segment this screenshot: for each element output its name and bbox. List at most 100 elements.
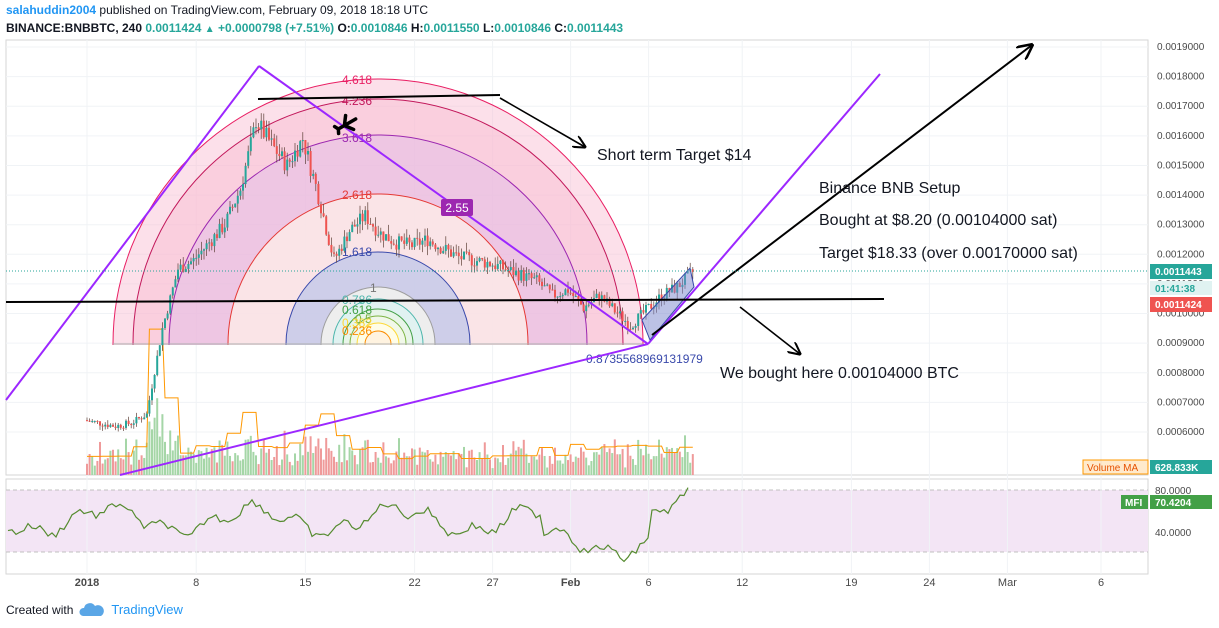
candle-body xyxy=(559,296,562,298)
price-chart[interactable]: 4.618 4.236 3.618 2.618 1.618 1 0.786 0.… xyxy=(0,0,1219,600)
candle-body xyxy=(247,151,250,166)
volume-bar xyxy=(504,464,507,475)
volume-bars xyxy=(86,398,694,475)
candle-body xyxy=(437,247,439,250)
candle-body xyxy=(444,244,447,251)
candle-body xyxy=(327,234,330,245)
volume-bar xyxy=(457,453,460,475)
volume-bar xyxy=(434,454,437,475)
volume-bar xyxy=(275,446,278,475)
volume-bar xyxy=(639,448,642,475)
volume-bar xyxy=(660,453,663,475)
candle-body xyxy=(509,267,512,270)
price-tick: 0.0008000 xyxy=(1157,368,1205,379)
price-change: +0.0000798 (+7.51%) xyxy=(218,21,335,35)
volume-bar xyxy=(590,461,593,475)
candle-body xyxy=(101,425,104,427)
volume-bar xyxy=(403,452,406,475)
candle-body xyxy=(598,293,601,301)
volume-bar xyxy=(335,461,338,475)
volume-bar xyxy=(260,448,263,475)
candle-body xyxy=(385,234,387,241)
volume-bar xyxy=(369,462,372,475)
candle-body xyxy=(554,289,556,298)
volume-bar xyxy=(543,455,546,475)
volume-bar xyxy=(296,460,299,475)
volume-bar xyxy=(637,439,640,475)
time-tick: 8 xyxy=(193,577,199,589)
candle-body xyxy=(361,213,364,222)
candle-body xyxy=(611,303,614,307)
volume-bar xyxy=(671,447,673,475)
volume-bar xyxy=(632,459,634,475)
candle-body xyxy=(637,313,640,327)
tradingview-link[interactable]: TradingView xyxy=(111,602,183,617)
volume-bar xyxy=(405,456,408,475)
candle-body xyxy=(356,224,359,227)
candle-body xyxy=(158,345,161,356)
volume-bar xyxy=(621,448,624,475)
candle-body xyxy=(125,420,127,428)
volume-bar xyxy=(177,435,179,475)
mfi-label: MFI xyxy=(1125,498,1142,509)
volume-bar xyxy=(530,456,533,475)
price-tick: 0.0014000 xyxy=(1157,190,1205,201)
volume-bar xyxy=(379,462,382,475)
volume-bar xyxy=(156,398,159,475)
candle-body xyxy=(288,159,291,162)
volume-bar xyxy=(348,447,351,475)
fib-label-1618: 1.618 xyxy=(342,245,372,259)
candle-body xyxy=(647,303,650,305)
candle-body xyxy=(109,424,112,428)
candle-body xyxy=(483,259,486,268)
candle-body xyxy=(93,420,96,422)
candle-body xyxy=(548,284,551,290)
volume-bar xyxy=(361,447,364,475)
volume-bar xyxy=(481,457,484,475)
bought-at-text: Bought at $8.20 (0.00104000 sat) xyxy=(819,212,1057,229)
candle-body xyxy=(632,327,634,330)
volume-bar xyxy=(242,459,244,475)
candle-body xyxy=(608,298,611,307)
candle-body xyxy=(351,224,354,233)
volume-bar xyxy=(330,450,333,475)
candle-body xyxy=(624,320,627,322)
volume-bar xyxy=(125,438,127,475)
close-value: 0.0011443 xyxy=(567,21,624,35)
candle-body xyxy=(119,424,122,428)
author-link[interactable]: salahuddin2004 xyxy=(6,3,97,17)
volume-bar xyxy=(624,467,627,475)
volume-bar xyxy=(538,454,541,475)
volume-bar xyxy=(390,463,393,475)
candle-body xyxy=(564,289,567,296)
volume-bar xyxy=(182,455,185,475)
volume-ma-line xyxy=(87,328,693,460)
volume-bar xyxy=(569,454,572,475)
candle-body xyxy=(543,285,546,287)
volume-bar xyxy=(673,452,676,475)
candle-body xyxy=(145,413,148,418)
volume-bar xyxy=(512,441,515,475)
candle-body xyxy=(153,375,156,389)
short-target-arrow xyxy=(499,97,585,147)
volume-bar xyxy=(164,441,166,475)
candle-body xyxy=(333,252,335,254)
candle-body xyxy=(169,295,172,314)
candle-body xyxy=(499,260,502,264)
volume-bar xyxy=(325,437,328,475)
candle-body xyxy=(179,264,182,270)
volume-bar xyxy=(119,458,122,475)
fib-label-0382: 0.382 xyxy=(342,316,372,330)
candle-body xyxy=(200,250,203,255)
candle-body xyxy=(197,254,200,258)
volume-bar xyxy=(655,456,658,475)
volume-bar xyxy=(606,452,608,475)
candle-body xyxy=(171,287,174,296)
volume-bar xyxy=(356,464,359,475)
volume-bar xyxy=(652,456,655,475)
price-tag-text: 0.0011424 xyxy=(1155,300,1202,311)
candle-body xyxy=(473,265,476,267)
candle-body xyxy=(382,231,385,241)
volume-bar xyxy=(161,414,164,475)
volume-bar xyxy=(234,453,237,475)
